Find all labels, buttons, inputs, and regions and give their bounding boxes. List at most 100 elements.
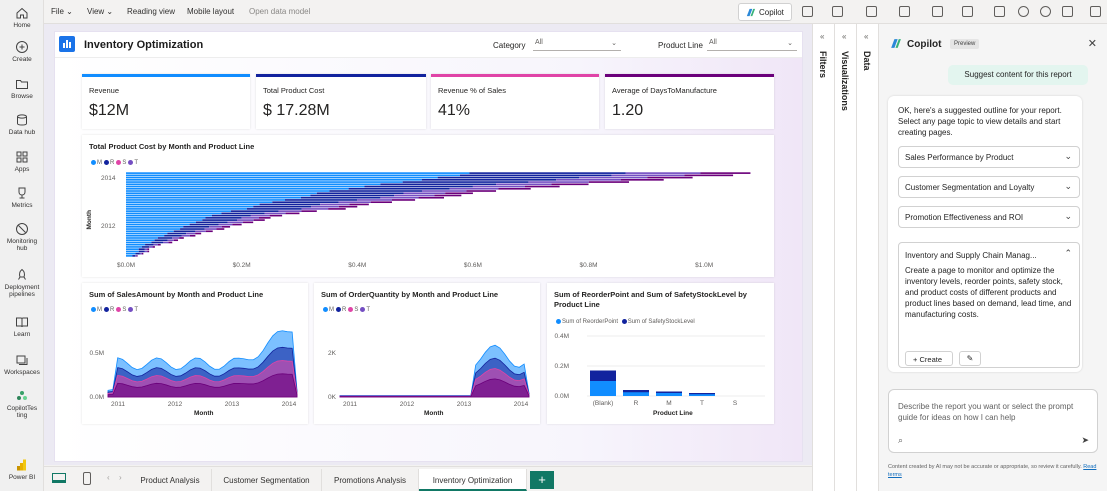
nav-workspaces[interactable]: Workspaces [0, 353, 44, 376]
data-pane-collapsed[interactable]: « Data [856, 24, 878, 491]
close-icon[interactable]: ✕ [1087, 38, 1097, 50]
expand-icon[interactable]: « [864, 32, 869, 41]
share-icon[interactable] [899, 6, 910, 17]
nav-power-bi[interactable]: Power BI [0, 458, 44, 481]
copilot-response: OK, here's a suggested outline for your … [888, 96, 1082, 372]
tab-inventory-optimization[interactable]: Inventory Optimization [419, 469, 527, 491]
legend-marker [91, 307, 96, 312]
edit-icon[interactable] [1090, 6, 1101, 17]
bar-segment [272, 201, 339, 204]
bar-chart-plot: $0.0M $0.2M $0.4M $0.6M $0.8M $1.0M [117, 172, 751, 269]
x-tick: M [666, 400, 671, 407]
binoculars-icon[interactable] [802, 6, 813, 17]
chevron-up-icon[interactable]: ⌃ [1064, 248, 1072, 258]
visualizations-pane-collapsed[interactable]: « Visualizations [834, 24, 856, 491]
bar-segment [469, 172, 626, 174]
nav-apps[interactable]: Apps [0, 150, 44, 173]
layers-icon[interactable] [962, 6, 973, 17]
present-icon[interactable] [994, 6, 1005, 17]
tab-product-analysis[interactable]: Product Analysis [129, 469, 212, 491]
legend-label: S [354, 307, 359, 314]
bookmark-icon[interactable] [866, 6, 877, 17]
copilot-prompt-input[interactable]: Describe the report you want or select t… [888, 389, 1098, 453]
attach-icon[interactable]: ⌕ [898, 435, 904, 445]
tab-scroll-left-icon[interactable]: ‹ [107, 473, 110, 482]
topic-customer-segmentation[interactable]: Customer Segmentation and Loyalty ⌄ [898, 176, 1080, 198]
bar-segment [168, 241, 173, 244]
bar-segment [625, 172, 701, 174]
bar-segment [147, 250, 150, 253]
legend-marker [128, 307, 134, 312]
y-tick: 0.0M [555, 393, 569, 400]
copilot-button[interactable]: Copilot [738, 3, 792, 21]
topic-sales-performance[interactable]: Sales Performance by Product ⌄ [898, 146, 1080, 168]
chart-sales-amount[interactable]: Sum of SalesAmount by Month and Product … [82, 283, 308, 424]
bar-segment [141, 246, 150, 248]
suggest-content-button[interactable]: Suggest content for this report [948, 65, 1088, 85]
report-canvas: Inventory Optimization Category All ⌄ Pro… [44, 24, 812, 465]
send-icon[interactable]: ➤ [1081, 435, 1089, 445]
tab-promotions-analysis[interactable]: Promotions Analysis [322, 469, 419, 491]
x-tick: $0.6M [464, 262, 482, 269]
left-nav: Home Create Browse Data hub Apps Metrics… [0, 0, 44, 491]
nav-create[interactable]: Create [0, 40, 44, 63]
kpi-card-revenue-pct[interactable]: Revenue % of Sales 41% [431, 74, 599, 129]
create-page-button[interactable]: + Create [905, 351, 953, 366]
chart-order-quantity[interactable]: Sum of OrderQuantity by Month and Produc… [314, 283, 540, 424]
nav-home[interactable]: Home [0, 6, 44, 29]
copilot-logo-icon [889, 37, 902, 52]
tab-scroll-right-icon[interactable]: › [119, 473, 122, 482]
tab-customer-segmentation[interactable]: Customer Segmentation [212, 469, 322, 491]
desktop-view-icon[interactable] [52, 473, 66, 483]
refresh-icon[interactable] [1040, 6, 1051, 17]
bar-segment [126, 179, 422, 181]
report-page: Inventory Optimization Category All ⌄ Pro… [54, 31, 803, 462]
nav-metrics[interactable]: Metrics [0, 186, 44, 209]
bar-segment [126, 205, 254, 208]
bar-segment [300, 196, 381, 199]
nav-learn[interactable]: Learn [0, 315, 44, 338]
chart-reorder-point[interactable]: Sum of ReorderPoint and Sum of SafetySto… [547, 283, 774, 424]
menu-open-data-model[interactable]: Open data model [249, 7, 311, 16]
data-label: Data [862, 51, 872, 71]
kpi-card-days-to-manufacture[interactable]: Average of DaysToManufacture 1.20 [605, 74, 774, 129]
menu-reading-view[interactable]: Reading view [127, 7, 176, 16]
bar-segment [126, 203, 260, 206]
mobile-view-icon[interactable] [83, 472, 91, 485]
comment-icon[interactable] [832, 6, 843, 17]
save-icon[interactable] [1062, 6, 1073, 17]
nav-monitoring-hub[interactable]: Monitoring hub [0, 222, 44, 253]
topic-inventory-expanded[interactable]: Inventory and Supply Chain Manag... ⌃ Cr… [898, 242, 1080, 368]
book-icon [15, 315, 29, 329]
expand-icon[interactable]: « [820, 32, 825, 41]
home-icon [15, 6, 29, 20]
menu-mobile-layout[interactable]: Mobile layout [187, 7, 235, 16]
bar-segment [551, 183, 589, 186]
read-terms-link[interactable]: Read terms [888, 464, 1097, 478]
edit-topic-button[interactable]: ✎ [959, 351, 981, 366]
menu-view[interactable]: View ⌄ [87, 7, 114, 16]
category-slicer[interactable]: All ⌄ [533, 37, 621, 51]
expand-icon[interactable]: « [842, 32, 847, 41]
menu-file[interactable]: File ⌄ [51, 7, 73, 16]
kpi-card-total-product-cost[interactable]: Total Product Cost $ 17.28M [256, 74, 426, 129]
page-title: Inventory Optimization [84, 39, 204, 51]
kpi-card-revenue[interactable]: Revenue $12M [82, 74, 250, 129]
legend-marker [360, 307, 366, 312]
add-page-button[interactable]: + [530, 471, 554, 489]
product-line-slicer[interactable]: All ⌄ [707, 37, 797, 51]
nav-copilot-testing[interactable]: CopilotTesting [0, 389, 44, 420]
copilot-title: Copilot [907, 39, 942, 50]
filters-pane-collapsed[interactable]: « Filters [812, 24, 834, 491]
bar-segment [380, 196, 419, 199]
x-tick: (Blank) [593, 400, 614, 407]
export-icon[interactable] [932, 6, 943, 17]
more-icon[interactable] [1018, 6, 1029, 17]
legend-marker [621, 319, 627, 324]
chevron-down-icon: ⌄ [1064, 181, 1072, 191]
chart-product-cost[interactable]: Total Product Cost by Month and Product … [82, 135, 774, 277]
topic-promotion-effectiveness[interactable]: Promotion Effectiveness and ROI ⌄ [898, 206, 1080, 228]
nav-browse[interactable]: Browse [0, 77, 44, 100]
nav-data-hub[interactable]: Data hub [0, 113, 44, 136]
nav-deployment-pipelines[interactable]: Deployment pipelines [0, 268, 44, 299]
